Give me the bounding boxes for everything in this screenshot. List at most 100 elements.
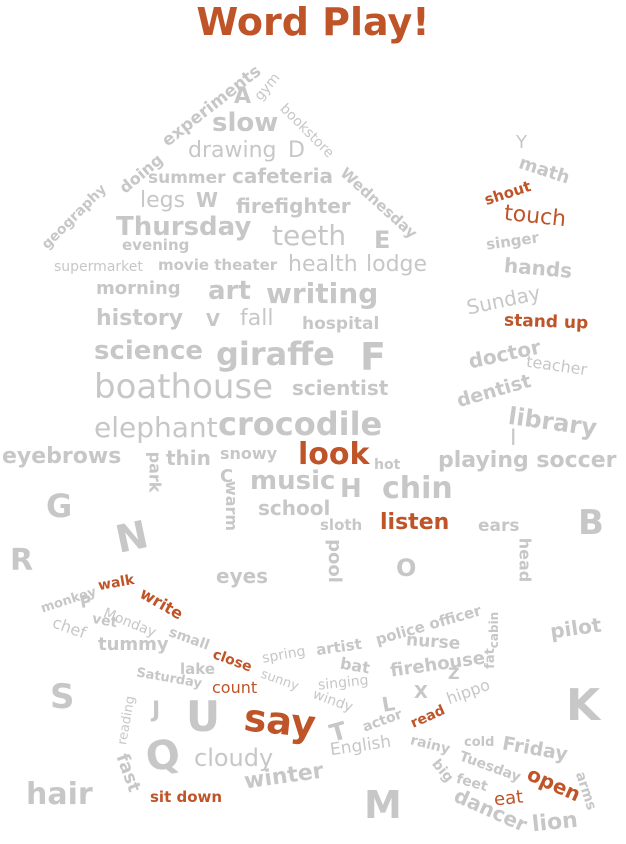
word: S: [50, 677, 75, 717]
word: read: [408, 702, 448, 732]
word: touch: [502, 200, 568, 233]
word: singer: [484, 228, 540, 254]
word: write: [136, 583, 187, 624]
word: spring: [260, 643, 307, 667]
word: firefighter: [236, 194, 351, 218]
word: cafeteria: [232, 164, 333, 188]
word: M: [364, 783, 402, 827]
word: history: [96, 306, 184, 331]
word: listen: [380, 510, 450, 535]
word: pilot: [548, 612, 603, 644]
word: tummy: [98, 634, 169, 655]
word: movie theater: [158, 256, 278, 274]
word: teacher: [525, 351, 589, 380]
word: V: [206, 310, 220, 331]
word: Q: [142, 730, 184, 782]
word: small: [166, 624, 212, 654]
word: legs: [140, 188, 186, 213]
word: elephant: [94, 411, 218, 444]
word: O: [396, 554, 417, 582]
word: snowy: [220, 444, 278, 463]
word: crocodile: [218, 405, 383, 443]
word: C: [220, 466, 234, 487]
word: I: [510, 426, 517, 451]
page-title: Word Play!: [196, 0, 430, 44]
word: Friday: [500, 732, 570, 766]
word: nurse: [405, 630, 461, 654]
word: X: [414, 682, 428, 703]
word: Z: [448, 664, 460, 683]
word: eyebrows: [2, 444, 122, 469]
word: library: [506, 401, 599, 443]
word: hair: [26, 777, 93, 812]
word: sit down: [150, 788, 223, 806]
word: reading: [115, 694, 139, 747]
word: health: [288, 252, 358, 277]
word: music: [250, 466, 336, 496]
word: walk: [96, 571, 136, 595]
word: eyes: [216, 564, 269, 588]
word: playing soccer: [438, 448, 617, 473]
word: head: [515, 537, 535, 583]
word: close: [210, 646, 255, 676]
word: hot: [374, 457, 401, 473]
word: B: [578, 503, 604, 543]
word: hospital: [302, 314, 380, 334]
word: R: [10, 543, 34, 578]
word: lake: [180, 660, 216, 678]
word: H: [340, 474, 362, 504]
word: P: [78, 591, 94, 612]
word: big: [428, 756, 457, 786]
word: look: [298, 437, 370, 472]
word: bookstore: [276, 100, 338, 162]
word: lodge: [366, 252, 428, 277]
word: slow: [212, 108, 279, 138]
word: art: [208, 276, 251, 306]
word: A: [234, 84, 252, 109]
word: sunny: [258, 666, 301, 695]
word: chef: [49, 612, 89, 643]
word: geography: [38, 181, 110, 253]
word: fast: [111, 750, 145, 795]
word: cloudy: [194, 744, 274, 772]
word: rainy: [408, 732, 452, 758]
word: sloth: [320, 516, 363, 534]
word: firehouse: [388, 647, 487, 682]
word: U: [186, 692, 221, 741]
word: fall: [240, 306, 274, 331]
word: summer: [148, 168, 226, 188]
word: science: [94, 336, 203, 366]
word: chin: [382, 471, 453, 506]
word: G: [46, 487, 73, 525]
word: lion: [530, 807, 579, 838]
word: morning: [96, 278, 181, 299]
word: artist: [314, 634, 363, 660]
word: count: [212, 678, 258, 697]
word: Y: [516, 132, 527, 153]
word: park: [145, 451, 165, 493]
word: actor: [360, 706, 405, 736]
word: D: [288, 138, 305, 163]
word: fat: [482, 648, 498, 669]
word: school: [258, 496, 331, 520]
word: teeth: [272, 219, 347, 252]
word: arms: [571, 769, 600, 813]
word: E: [374, 226, 391, 254]
word: W: [196, 188, 219, 212]
word: writing: [266, 277, 379, 310]
word: hands: [503, 253, 574, 283]
word: say: [241, 695, 318, 747]
word: evening: [122, 236, 190, 254]
word: J: [152, 698, 161, 723]
word: thin: [166, 446, 211, 470]
word: stand up: [503, 310, 589, 334]
word: scientist: [292, 376, 389, 400]
word: pool: [323, 539, 345, 583]
word: cabin: [487, 611, 502, 649]
word: N: [111, 512, 153, 562]
word: drawing: [188, 138, 277, 163]
word: giraffe: [216, 335, 335, 373]
word: F: [360, 335, 386, 379]
word: Thursday: [116, 212, 252, 242]
word: K: [566, 680, 601, 731]
